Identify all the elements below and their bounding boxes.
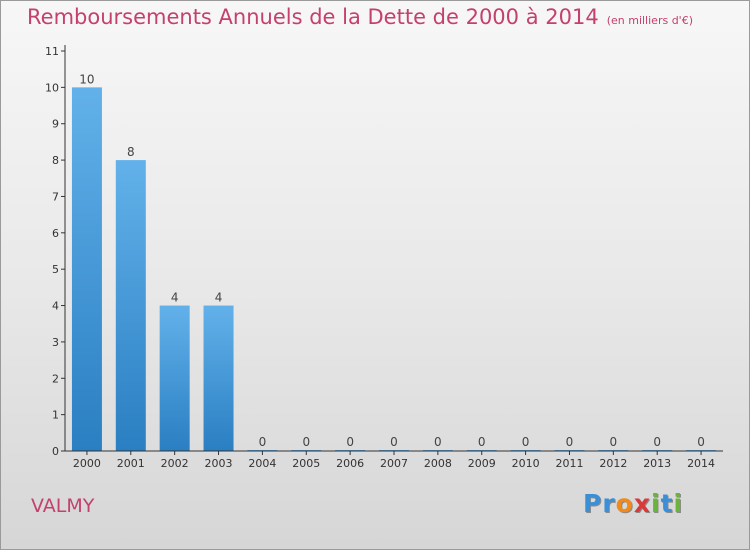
y-tick-label: 6 xyxy=(52,227,59,240)
commune-name: VALMY xyxy=(31,495,95,517)
data-label: 10 xyxy=(79,72,94,86)
bar xyxy=(159,305,190,451)
y-tick-label: 0 xyxy=(52,445,59,458)
y-tick-label: 1 xyxy=(52,409,59,422)
logo-letter: P xyxy=(583,489,603,518)
data-label: 0 xyxy=(697,435,705,449)
x-tick-label: 2000 xyxy=(73,457,101,470)
proxiti-logo: Proxiti xyxy=(583,489,683,518)
data-label: 0 xyxy=(522,435,530,449)
x-tick-label: 2002 xyxy=(161,457,189,470)
data-label: 4 xyxy=(215,291,223,305)
x-tick-label: 2010 xyxy=(512,457,540,470)
x-tick-label: 2005 xyxy=(292,457,320,470)
x-tick-label: 2007 xyxy=(380,457,408,470)
chart-subtitle: (en milliers d'€) xyxy=(606,14,693,27)
data-label: 8 xyxy=(127,145,135,159)
x-tick-label: 2014 xyxy=(687,457,715,470)
chart-title: Remboursements Annuels de la Dette de 20… xyxy=(27,5,693,29)
x-tick-label: 2001 xyxy=(117,457,145,470)
x-tick-label: 2009 xyxy=(468,457,496,470)
y-tick-label: 11 xyxy=(45,45,59,58)
x-tick-label: 2006 xyxy=(336,457,364,470)
bar xyxy=(203,305,234,451)
data-label: 0 xyxy=(434,435,442,449)
data-label: 0 xyxy=(302,435,310,449)
x-tick-label: 2011 xyxy=(555,457,583,470)
logo-letter: x xyxy=(633,489,651,518)
data-label: 0 xyxy=(259,435,267,449)
y-tick-label: 4 xyxy=(52,300,59,313)
y-axis: 0 1 2 3 4 5 6 7 8 9 10 11 xyxy=(45,45,66,458)
data-label: 0 xyxy=(653,435,661,449)
y-tick-label: 9 xyxy=(52,118,59,131)
y-tick-label: 7 xyxy=(52,190,59,203)
x-tick-label: 2013 xyxy=(643,457,671,470)
logo-letter: r xyxy=(602,489,616,518)
x-tick-label: 2003 xyxy=(205,457,233,470)
bar xyxy=(71,87,102,451)
logo-letter: i xyxy=(673,489,684,518)
logo-letter: i xyxy=(651,489,661,518)
data-label: 4 xyxy=(171,291,179,305)
y-tick-label: 10 xyxy=(45,81,59,94)
y-tick-label: 5 xyxy=(52,263,59,276)
data-label: 0 xyxy=(610,435,618,449)
y-tick-label: 8 xyxy=(52,154,59,167)
chart-title-text: Remboursements Annuels de la Dette de 20… xyxy=(27,5,599,29)
bar xyxy=(115,160,146,451)
data-label: 0 xyxy=(566,435,574,449)
logo-letter: t xyxy=(660,489,674,518)
x-axis: 2000 2001 2002 2003 2004 2005 2006 2007 2008 2009… xyxy=(65,450,723,470)
x-tick-label: 2008 xyxy=(424,457,452,470)
x-tick-label: 2004 xyxy=(248,457,276,470)
x-tick-label: 2012 xyxy=(599,457,627,470)
data-label: 0 xyxy=(346,435,354,449)
bars: 10 8 4 4 0 0 0 0 0 0 0 0 0 0 0 xyxy=(71,72,717,451)
y-tick-label: 3 xyxy=(52,336,59,349)
y-tick-label: 2 xyxy=(52,372,59,385)
data-label: 0 xyxy=(390,435,398,449)
data-label: 0 xyxy=(478,435,486,449)
logo-letter: o xyxy=(615,489,634,518)
